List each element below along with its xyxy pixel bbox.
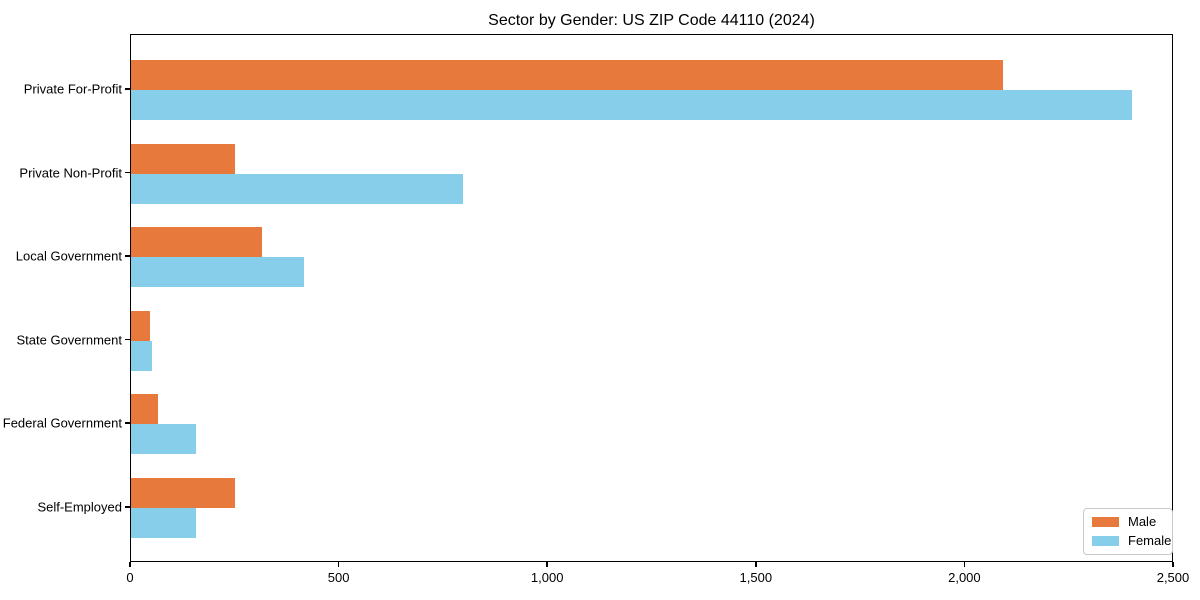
x-tick-label-4: 2,000 <box>948 570 981 585</box>
bar-female-1 <box>131 173 463 204</box>
x-tick-label-1: 500 <box>327 570 350 585</box>
x-tick-label-5: 2,500 <box>1156 570 1190 585</box>
bar-female-0 <box>131 90 1133 120</box>
bar-male-1 <box>131 143 236 174</box>
female-swatch <box>1092 536 1119 546</box>
bar-female-3 <box>131 340 152 371</box>
x-tick-label-0: 0 <box>126 570 134 585</box>
x-tick-mark-5 <box>1172 562 1174 567</box>
bar-male-5 <box>131 478 236 508</box>
bar-male-0 <box>131 60 1003 90</box>
x-tick-mark-4 <box>963 562 966 567</box>
bar-female-2 <box>131 257 305 288</box>
y-tick-mark-0 <box>125 88 130 90</box>
x-tick-mark-1 <box>337 562 340 567</box>
bar-male-2 <box>131 227 263 258</box>
x-tick-label-3: 1,500 <box>739 570 773 585</box>
y-tick-mark-4 <box>125 422 130 424</box>
legend-label-male: Male <box>1128 514 1157 529</box>
male-swatch <box>1092 517 1119 527</box>
legend-entry-female: Female <box>1092 533 1171 549</box>
x-tick-label-2: 1,000 <box>530 570 564 585</box>
bar-male-4 <box>131 394 159 425</box>
chart-title: Sector by Gender: US ZIP Code 44110 (202… <box>488 12 815 29</box>
x-tick-mark-2 <box>546 562 548 567</box>
legend: Male Female <box>1083 508 1173 555</box>
plot-area: Male Female <box>130 34 1173 562</box>
y-tick-label-3: State Government <box>16 332 123 348</box>
y-tick-label-0: Private For-Profit <box>23 81 122 97</box>
y-tick-mark-2 <box>125 255 130 257</box>
bars-layer <box>131 35 1172 561</box>
y-tick-label-5: Self-Employed <box>37 499 122 515</box>
bar-male-3 <box>131 310 150 341</box>
y-tick-label-2: Local Government <box>15 248 122 264</box>
x-tick-mark-3 <box>755 562 757 567</box>
bar-female-4 <box>131 424 196 455</box>
y-tick-mark-3 <box>125 338 130 341</box>
y-tick-label-4: Federal Government <box>2 415 122 431</box>
y-tick-label-1: Private Non-Profit <box>19 165 122 181</box>
y-tick-mark-1 <box>125 171 130 174</box>
x-tick-mark-0 <box>129 562 131 567</box>
legend-entry-male: Male <box>1092 514 1164 530</box>
bar-female-5 <box>131 508 196 538</box>
y-tick-mark-5 <box>125 506 130 508</box>
legend-label-female: Female <box>1128 533 1172 548</box>
